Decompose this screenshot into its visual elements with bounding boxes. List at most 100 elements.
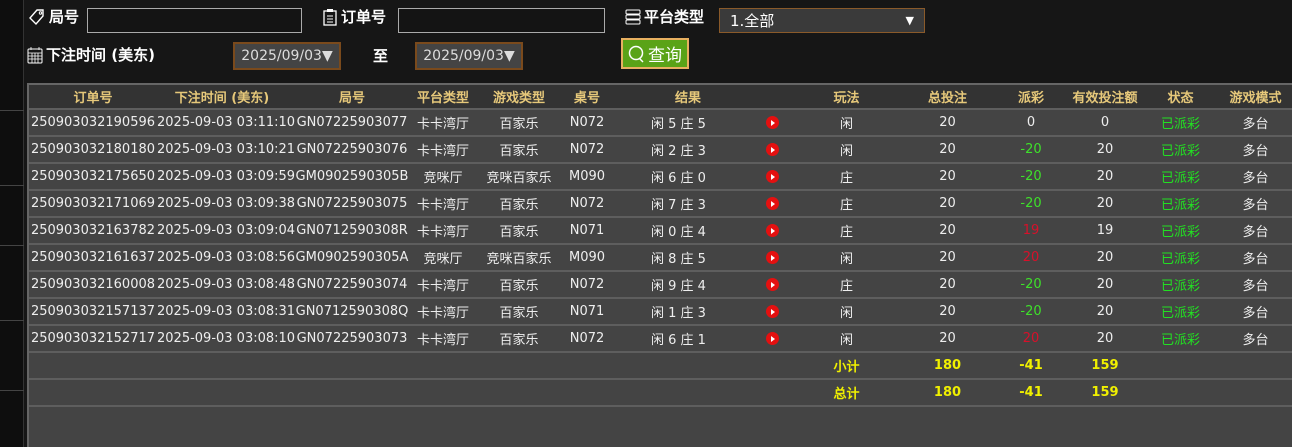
result-cell: 闲 0 庄 4 xyxy=(651,225,706,240)
payout-cell: 20 xyxy=(1022,331,1040,346)
table-header: 订单号 下注时间 (美东) 局号 平台类型 游戏类型 桌号 结果 玩法 总投注 … xyxy=(29,83,1292,110)
col-game: 游戏类型 xyxy=(492,91,545,106)
status-cell: 已派彩 xyxy=(1160,198,1200,213)
clipboard-icon xyxy=(323,8,337,26)
replay-button[interactable] xyxy=(752,142,792,157)
valid-cell: 0 xyxy=(1100,115,1110,130)
play-cell: 闲 xyxy=(839,117,853,132)
time-cell: 2025-09-03 03:08:56 xyxy=(157,250,296,265)
order-cell: 250903032161637 xyxy=(30,250,156,265)
col-valid: 有效投注额 xyxy=(1072,91,1138,106)
payout-cell: -20 xyxy=(1020,277,1042,292)
col-status: 状态 xyxy=(1167,91,1194,106)
bet-records-table: 订单号 下注时间 (美东) 局号 平台类型 游戏类型 桌号 结果 玩法 总投注 … xyxy=(27,83,1292,447)
time-cell: 2025-09-03 03:09:59 xyxy=(157,169,296,184)
mode-cell: 多台 xyxy=(1242,306,1269,321)
replay-button[interactable] xyxy=(752,250,792,265)
total-row: 总计 180 -41 159 xyxy=(29,380,1292,407)
bet-cell: 20 xyxy=(939,250,956,265)
status-cell: 已派彩 xyxy=(1160,144,1200,159)
replay-button[interactable] xyxy=(752,115,792,130)
round-cell: GN0712590308R xyxy=(296,223,408,238)
replay-button[interactable] xyxy=(752,223,792,238)
status-cell: 已派彩 xyxy=(1160,171,1200,186)
play-cell: 庄 xyxy=(839,279,853,294)
play-video-icon[interactable] xyxy=(765,224,779,237)
result-cell: 闲 7 庄 3 xyxy=(651,198,706,213)
valid-cell: 20 xyxy=(1096,304,1114,319)
round-cell: GN0712590308Q xyxy=(295,304,409,319)
bet-cell: 20 xyxy=(939,142,956,157)
platform-cell: 卡卡湾厅 xyxy=(417,279,470,294)
chevron-down-icon: ▼ xyxy=(905,14,914,27)
game-cell: 百家乐 xyxy=(499,333,539,348)
round-cell: GM0902590305A xyxy=(295,250,409,265)
platform-select[interactable]: 1.全部 ▼ xyxy=(719,8,925,33)
order-input[interactable] xyxy=(398,8,605,33)
play-video-icon[interactable] xyxy=(765,332,779,345)
table-cell: M090 xyxy=(569,250,606,265)
table-row: 250903032175650 2025-09-03 03:09:59 GM0902… xyxy=(29,164,1292,191)
col-round: 局号 xyxy=(338,91,365,106)
play-video-icon[interactable] xyxy=(765,278,779,291)
valid-cell: 20 xyxy=(1096,250,1114,265)
game-cell: 百家乐 xyxy=(499,144,539,159)
game-cell: 百家乐 xyxy=(499,117,539,132)
round-label: 局号 xyxy=(28,6,79,27)
play-video-icon[interactable] xyxy=(765,170,779,183)
valid-cell: 19 xyxy=(1096,223,1114,238)
table-row: 250903032180180 2025-09-03 03:10:21 GN0722… xyxy=(29,137,1292,164)
valid-cell: 20 xyxy=(1096,142,1114,157)
col-platform: 平台类型 xyxy=(417,91,470,106)
replay-button[interactable] xyxy=(752,304,792,319)
mode-cell: 多台 xyxy=(1242,198,1269,213)
query-button[interactable]: 查询 xyxy=(621,38,689,69)
game-cell: 百家乐 xyxy=(499,279,539,294)
bet-cell: 20 xyxy=(939,304,956,319)
mode-cell: 多台 xyxy=(1242,279,1269,294)
col-result: 结果 xyxy=(675,91,702,106)
time-cell: 2025-09-03 03:10:21 xyxy=(157,142,296,157)
order-cell: 250903032175650 xyxy=(30,169,156,184)
col-bet: 总投注 xyxy=(927,91,967,106)
valid-cell: 20 xyxy=(1096,277,1114,292)
mode-cell: 多台 xyxy=(1242,171,1269,186)
date-to-picker[interactable]: 2025/09/03▼ xyxy=(415,42,523,70)
play-cell: 闲 xyxy=(839,306,853,321)
time-cell: 2025-09-03 03:08:10 xyxy=(157,331,296,346)
round-cell: GN07225903074 xyxy=(296,277,408,292)
round-cell: GN07225903073 xyxy=(296,331,408,346)
payout-cell: -20 xyxy=(1020,304,1042,319)
search-icon xyxy=(628,45,644,63)
round-cell: GM0902590305B xyxy=(295,169,409,184)
platform-cell: 卡卡湾厅 xyxy=(417,306,470,321)
round-input[interactable] xyxy=(87,8,302,33)
payout-cell: -20 xyxy=(1020,169,1042,184)
platform-cell: 卡卡湾厅 xyxy=(417,225,470,240)
status-cell: 已派彩 xyxy=(1160,306,1200,321)
play-video-icon[interactable] xyxy=(765,197,779,210)
platform-cell: 卡卡湾厅 xyxy=(417,117,470,132)
replay-button[interactable] xyxy=(752,196,792,211)
play-video-icon[interactable] xyxy=(765,143,779,156)
replay-button[interactable] xyxy=(752,331,792,346)
play-video-icon[interactable] xyxy=(765,116,779,129)
game-cell: 百家乐 xyxy=(499,306,539,321)
round-cell: GN07225903076 xyxy=(296,142,408,157)
date-from-picker[interactable]: 2025/09/03▼ xyxy=(233,42,341,70)
play-cell: 闲 xyxy=(839,252,853,267)
payout-cell: 20 xyxy=(1022,250,1040,265)
status-cell: 已派彩 xyxy=(1160,333,1200,348)
status-cell: 已派彩 xyxy=(1160,225,1200,240)
col-mode: 游戏模式 xyxy=(1229,91,1282,106)
replay-button[interactable] xyxy=(752,277,792,292)
platform-cell: 卡卡湾厅 xyxy=(417,144,470,159)
table-cell: N072 xyxy=(569,196,605,211)
bet-cell: 20 xyxy=(939,277,956,292)
time-cell: 2025-09-03 03:09:04 xyxy=(157,223,296,238)
replay-button[interactable] xyxy=(752,169,792,184)
bet-cell: 20 xyxy=(939,331,956,346)
table-cell: N072 xyxy=(569,277,605,292)
play-video-icon[interactable] xyxy=(765,305,779,318)
play-video-icon[interactable] xyxy=(765,251,779,264)
